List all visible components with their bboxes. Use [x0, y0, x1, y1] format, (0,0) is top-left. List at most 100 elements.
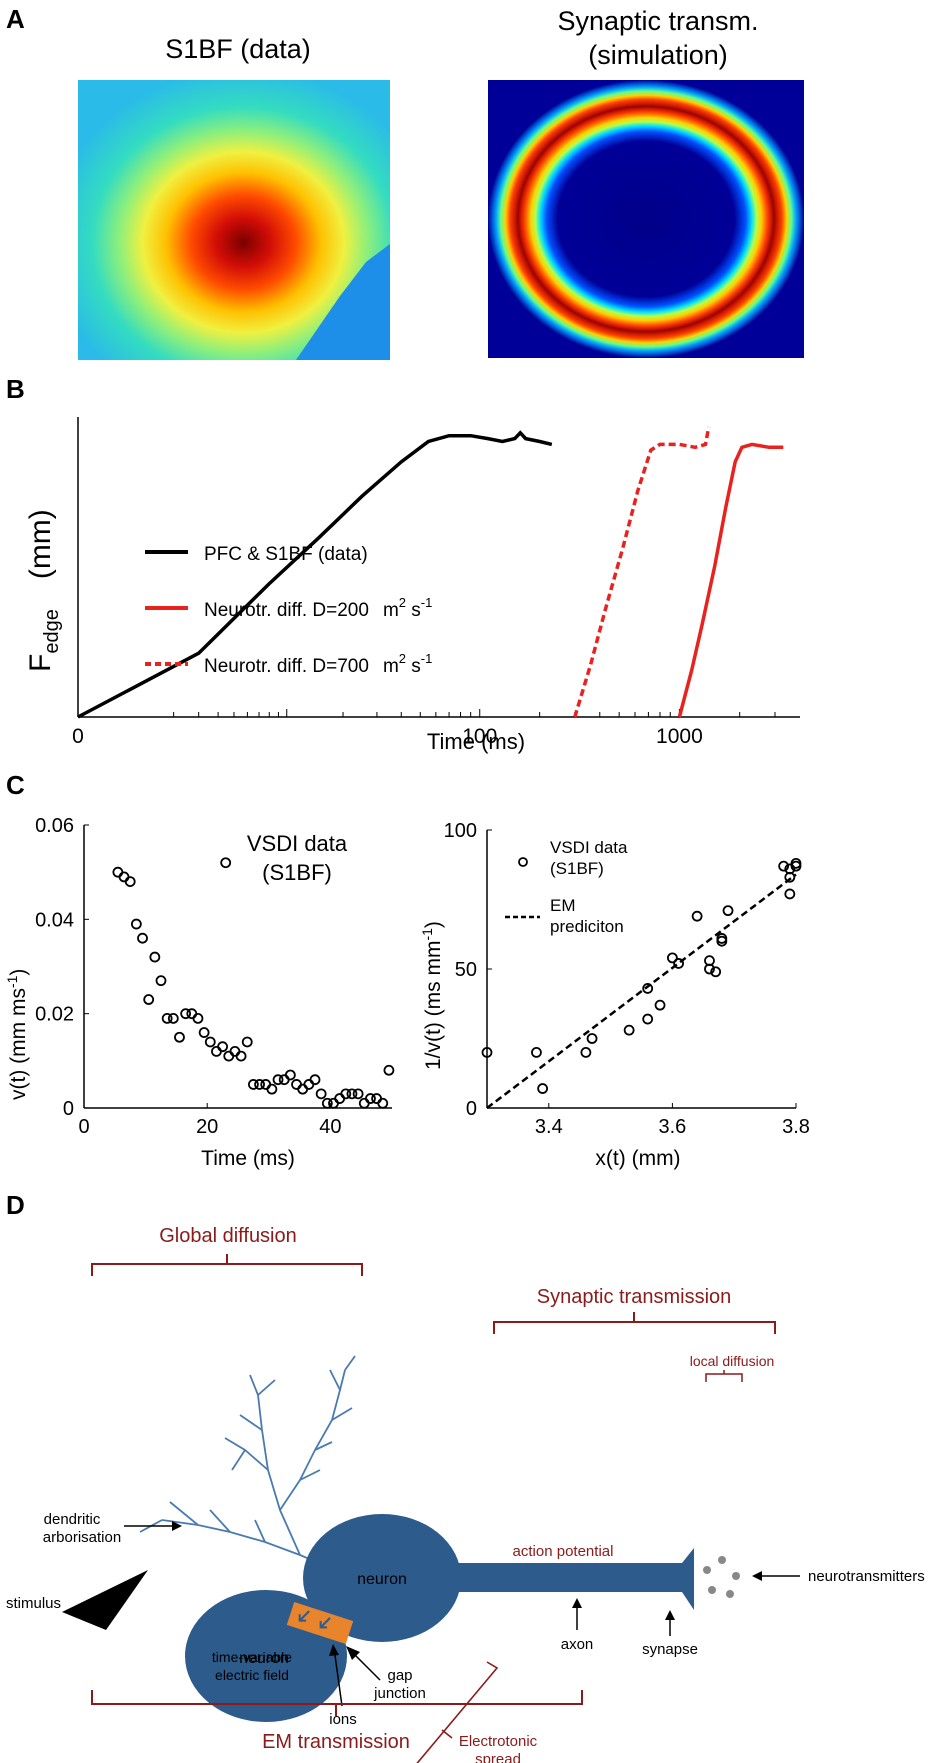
inverse-velocity-ticks: 3.4 3.6 3.8 0 50 100 — [444, 820, 810, 1138]
axon-arrowhead — [572, 1598, 582, 1608]
series-neurotr-diff-d-200 — [677, 442, 784, 718]
velocity-point — [260, 1079, 272, 1090]
velocity-point — [112, 866, 124, 878]
inverse-velocity-point — [784, 871, 796, 883]
velocity-point — [346, 1088, 358, 1100]
field-label-line2: electric field — [215, 1667, 289, 1683]
velocity-point — [143, 994, 155, 1005]
fedge-label: Fedge(mm) — [24, 509, 63, 672]
inverse-velocity-point — [704, 955, 715, 967]
panel-d-letter: D — [6, 1190, 25, 1220]
inverse-velocity-points — [481, 857, 802, 1094]
velocity-point — [130, 918, 142, 930]
velocity-point — [334, 1093, 346, 1104]
panel-b-tick-label: 1000 — [656, 725, 703, 748]
velocity-point — [137, 932, 148, 944]
gap-label-line1: gap — [387, 1667, 412, 1684]
legend-vsdi-line1: VSDI data — [550, 838, 628, 857]
neuron-top — [303, 1514, 461, 1642]
velocity-point — [167, 1012, 179, 1024]
panel-b-xlabel: Time (ms) — [427, 729, 525, 754]
stimulus-label: stimulus — [6, 1595, 61, 1612]
velocity-x-tick-label: 40 — [319, 1116, 341, 1138]
axon-shape — [452, 1548, 694, 1610]
em-transmission-bracket — [91, 1690, 583, 1716]
velocity-xlabel: Time (ms) — [201, 1147, 295, 1170]
velocity-point — [118, 871, 130, 883]
s1bf-data-title: S1BF (data) — [165, 34, 311, 64]
velocity-point — [383, 1064, 395, 1076]
neuron-top-label: neuron — [357, 1571, 407, 1588]
legend-marker-vsdi — [518, 857, 528, 867]
inverse-velocity-point — [642, 1013, 654, 1025]
stimulus-area: stimulus — [6, 1570, 148, 1630]
velocity-point — [247, 1079, 259, 1090]
inverse-velocity-y-tick-label: 100 — [444, 820, 477, 842]
inverse-velocity-point — [691, 910, 703, 922]
series-pfc-s1bf-data- — [77, 430, 553, 719]
velocity-annotation-line1: VSDI data — [247, 831, 348, 856]
em-prediction-fit — [486, 873, 797, 1109]
inverse-velocity-point — [784, 888, 796, 900]
dendrite-icon — [139, 1355, 356, 1571]
velocity-x-tick-label: 20 — [196, 1116, 218, 1138]
panel-b: B Fedge(mm) 0 100 1000 Time (ms) PFC & S1B… — [6, 374, 800, 754]
inverse-velocity-point — [586, 1033, 598, 1044]
velocity-point — [124, 876, 136, 887]
velocity-point — [149, 951, 161, 963]
legend-em-line1: EM — [550, 896, 576, 915]
s1bf-heatmap — [78, 80, 390, 360]
inverse-velocity-point — [673, 958, 684, 969]
velocity-point — [358, 1097, 370, 1109]
velocity-point — [204, 1036, 216, 1048]
panel-b-letter: B — [6, 374, 25, 404]
inverse-velocity-point — [716, 935, 728, 947]
inverse-velocity-point — [722, 905, 734, 917]
inverse-velocity-point — [580, 1046, 592, 1058]
velocity-point — [278, 1074, 290, 1086]
velocity-point — [340, 1088, 352, 1100]
action-potential-label: action potential — [513, 1543, 614, 1560]
legend-em-line2: prediciton — [550, 917, 624, 936]
local-diffusion-label: local diffusion — [690, 1353, 775, 1369]
velocity-point — [186, 1008, 198, 1020]
ions-arrow — [333, 1647, 343, 1707]
inverse-velocity-x-tick-label: 3.8 — [782, 1116, 810, 1138]
velocity-y-tick-label: 0 — [63, 1098, 74, 1120]
velocity-point — [284, 1069, 296, 1081]
ions-arrowhead — [329, 1644, 339, 1656]
velocity-annotation-line2: (S1BF) — [262, 860, 332, 885]
synaptic-transmission-label: Synaptic transmission — [537, 1286, 732, 1308]
inverse-velocity-point — [667, 952, 678, 964]
gap-junction-arrowhead — [346, 1646, 360, 1660]
gap-junction-icon — [286, 1602, 354, 1644]
inverse-velocity-x-tick-label: 3.4 — [535, 1116, 563, 1138]
inverse-velocity-point — [537, 1083, 549, 1094]
inverse-velocity-point — [654, 999, 666, 1011]
inverse-velocity-point — [623, 1024, 635, 1036]
synaptic-transmission-bracket — [493, 1312, 776, 1334]
legend-label-data: PFC & S1BF (data) — [204, 544, 368, 565]
inverse-velocity-point — [642, 983, 654, 994]
dendritic-label-line2: arborisation — [43, 1529, 121, 1546]
inverse-velocity-point — [481, 1046, 493, 1058]
velocity-point — [371, 1093, 383, 1104]
inverse-velocity-point — [790, 857, 802, 869]
velocity-point — [223, 1050, 235, 1062]
panel-b-tick-labels: 0 100 1000 — [72, 725, 703, 748]
velocity-y-tick-label: 0.02 — [35, 1004, 74, 1026]
inverse-velocity-x-tick-label: 3.6 — [658, 1116, 686, 1138]
velocity-ticks: 0 20 40 0 0.02 0.04 0.06 — [35, 815, 341, 1138]
inverse-velocity-y-tick-label: 50 — [455, 959, 477, 981]
legend-label-d700: Neurotr. diff. D=700 m2 s-1 — [204, 651, 432, 677]
velocity-point — [192, 1012, 204, 1024]
velocity-point — [266, 1083, 278, 1095]
global-diffusion-bracket — [91, 1254, 363, 1276]
panel-d-lower: time-variable electric field EM transmis… — [91, 1649, 583, 1753]
velocity-point — [180, 1008, 192, 1020]
velocity-point — [309, 1074, 321, 1086]
electrotonic-label-line2: spread — [475, 1751, 521, 1763]
series-neurotr-diff-d-700 — [573, 426, 711, 718]
axon-label: axon — [561, 1636, 594, 1653]
velocity-y-tick-label: 0.04 — [35, 909, 74, 931]
